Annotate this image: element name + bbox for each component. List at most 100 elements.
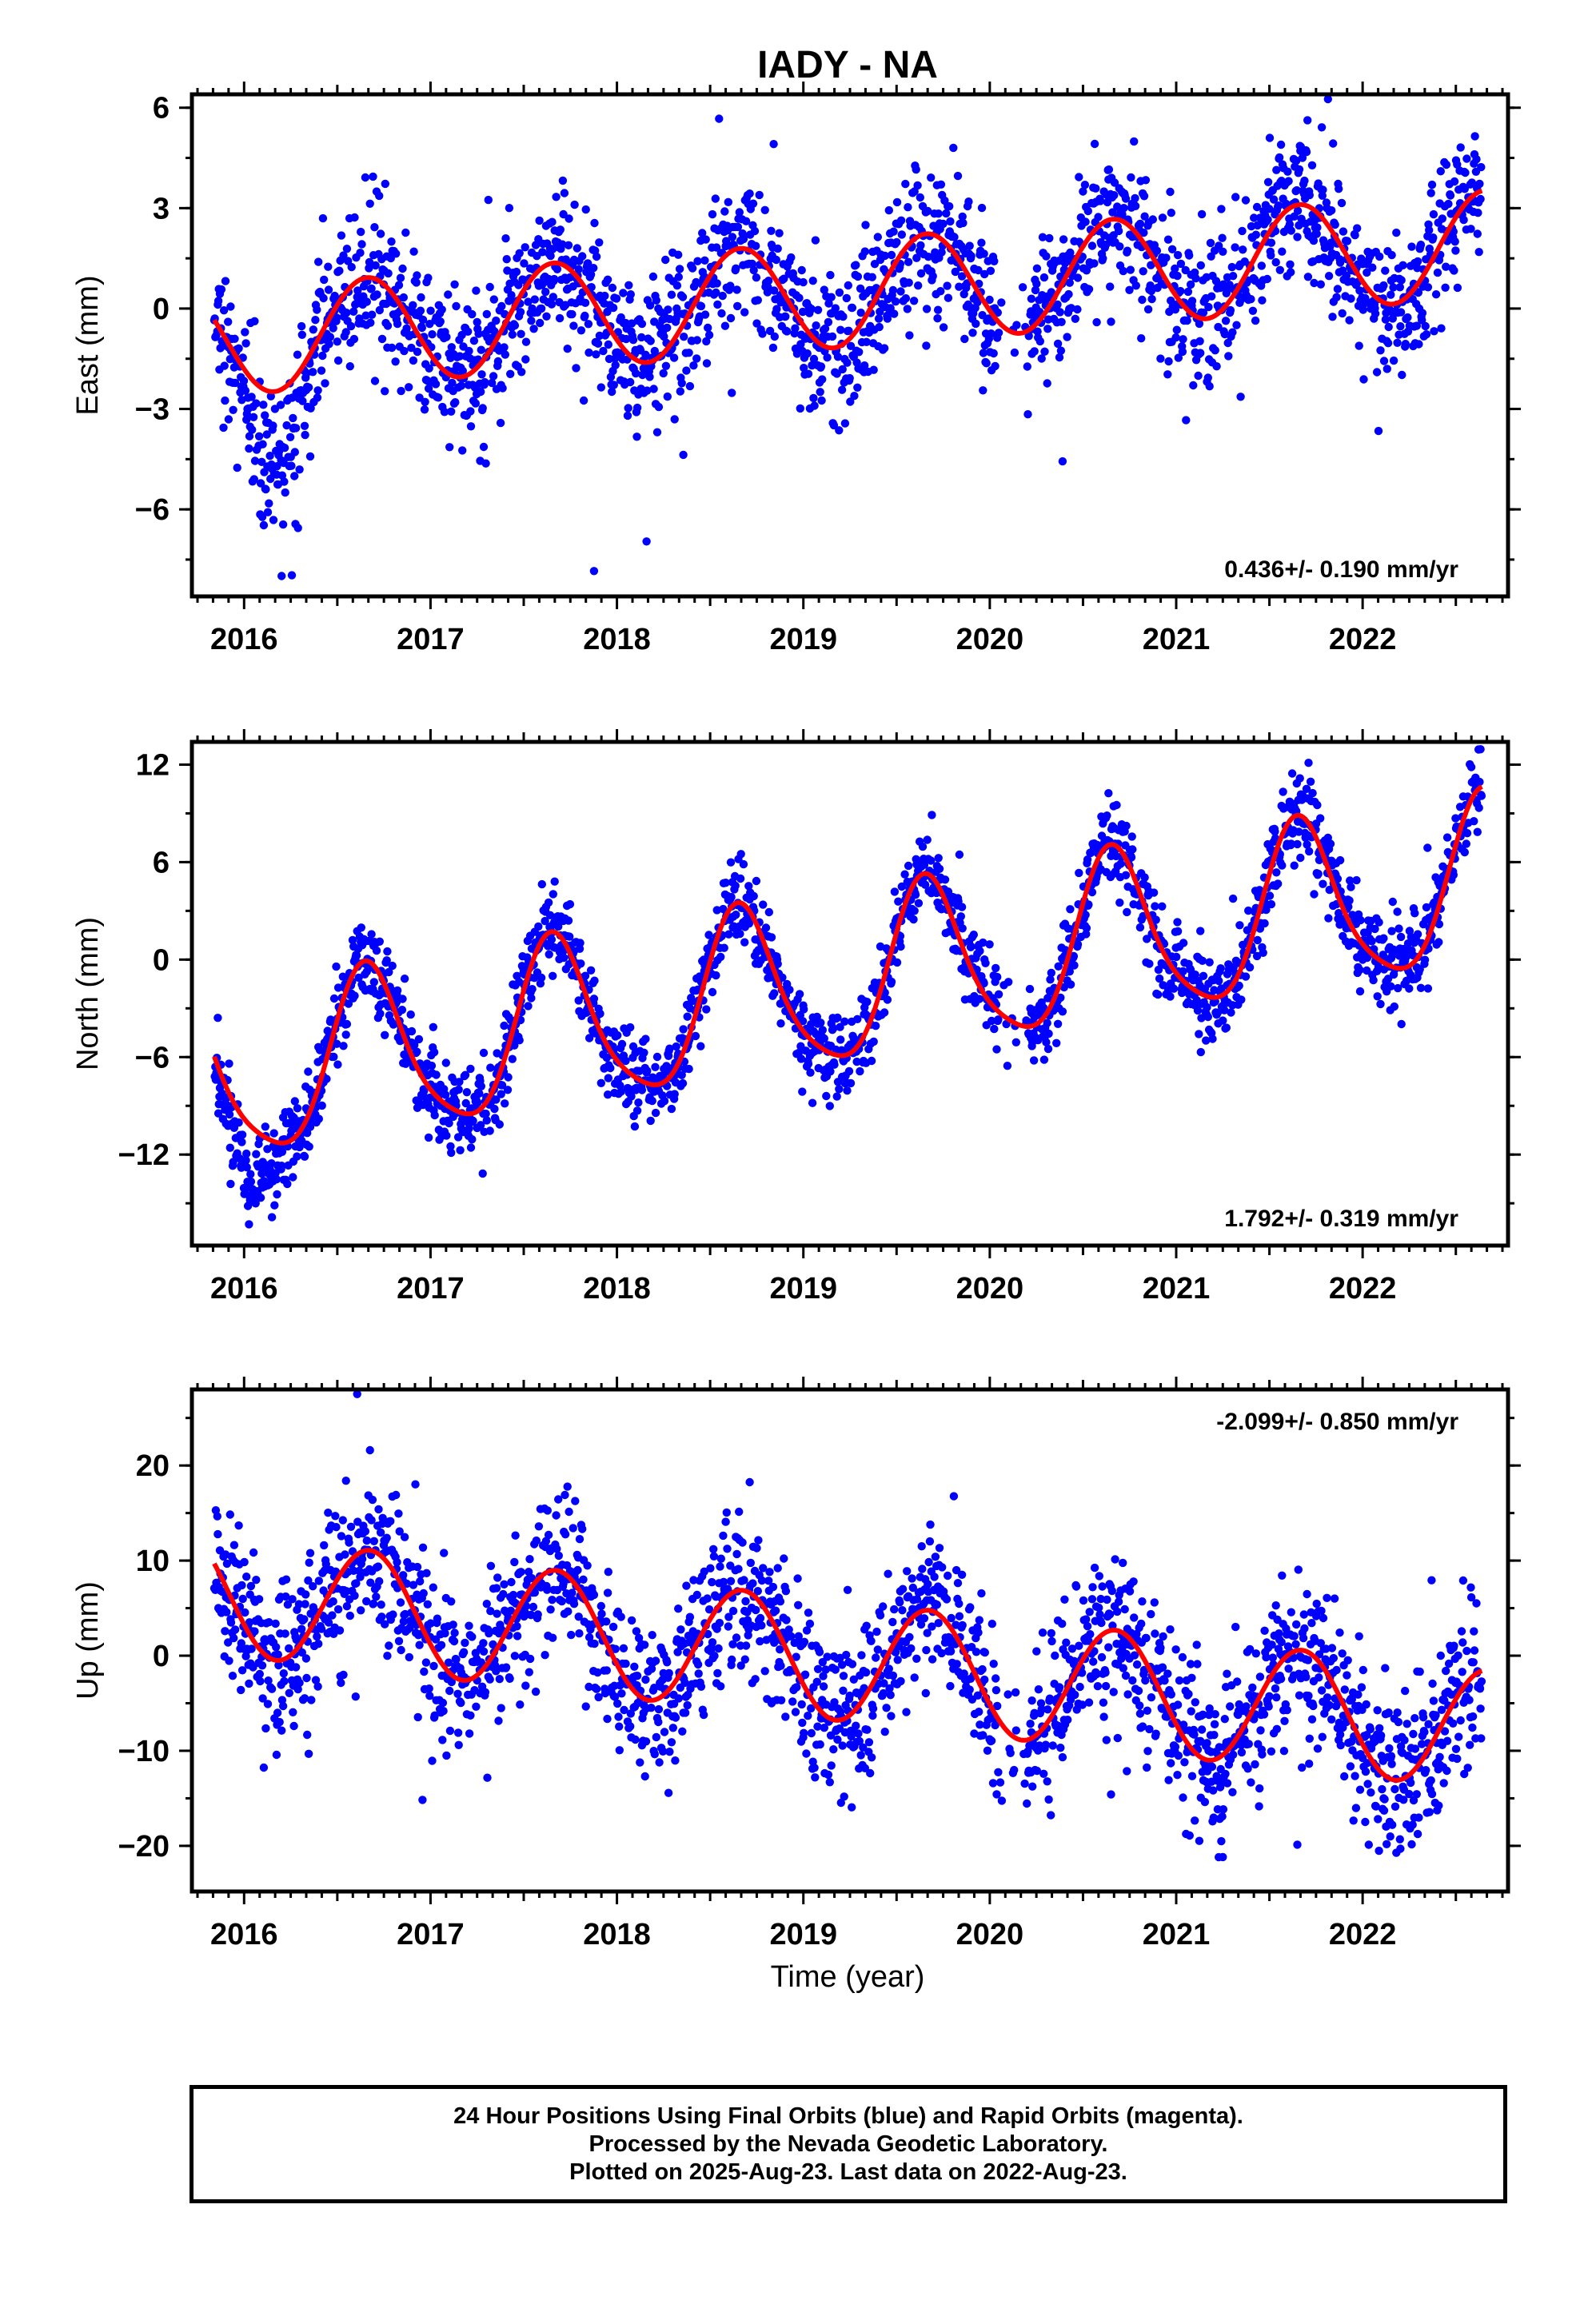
east-data-point — [798, 307, 808, 317]
east-data-point — [1247, 295, 1255, 304]
up-data-point — [303, 1730, 312, 1740]
north-data-point — [795, 990, 804, 999]
north-data-point — [670, 1090, 679, 1098]
north-data-point — [1195, 1030, 1203, 1038]
north-data-point — [1128, 845, 1137, 854]
north-data-point — [1442, 833, 1452, 842]
up-data-point — [510, 1652, 520, 1660]
east-data-point — [421, 397, 429, 406]
east-data-point — [844, 326, 853, 335]
east-data-point — [1286, 260, 1295, 269]
east-data-point — [1446, 191, 1455, 200]
up-data-point — [513, 1622, 521, 1631]
north-y-tick-label: −6 — [135, 1041, 170, 1074]
east-data-point — [767, 226, 776, 235]
up-data-point — [465, 1621, 473, 1630]
east-data-point — [269, 421, 277, 430]
east-data-point — [1081, 217, 1090, 226]
up-data-point — [341, 1477, 350, 1485]
north-data-point — [1405, 984, 1414, 993]
east-data-point — [823, 353, 832, 362]
north-data-point — [333, 1060, 342, 1069]
east-data-point — [1381, 315, 1390, 324]
east-data-point — [646, 337, 655, 345]
east-data-point — [481, 377, 489, 387]
east-data-point — [1092, 317, 1101, 327]
north-data-point — [759, 900, 768, 909]
north-data-point — [1390, 1002, 1399, 1011]
east-data-point — [674, 250, 683, 259]
east-data-point — [357, 240, 366, 249]
up-data-point — [222, 1608, 231, 1616]
east-data-point — [1075, 173, 1083, 181]
east-data-point — [1414, 288, 1423, 297]
east-data-point — [1459, 215, 1468, 225]
north-data-point — [398, 995, 407, 1003]
north-data-point — [1352, 875, 1361, 885]
east-data-point — [1073, 273, 1083, 282]
east-data-point — [289, 413, 297, 423]
east-data-point — [1203, 373, 1213, 382]
north-data-point — [441, 1058, 450, 1067]
up-data-point — [275, 1717, 284, 1727]
north-data-point — [388, 961, 397, 971]
up-data-point — [561, 1490, 569, 1500]
north-data-point — [237, 1130, 247, 1139]
east-data-point — [1328, 313, 1337, 321]
up-data-point — [257, 1661, 267, 1670]
north-data-point — [385, 967, 393, 977]
east-data-point — [934, 209, 943, 218]
north-data-point — [1367, 937, 1376, 946]
east-data-point — [524, 297, 533, 306]
north-data-point — [909, 915, 918, 924]
north-data-point — [641, 1034, 650, 1043]
east-x-tick-label: 2018 — [583, 623, 651, 656]
east-data-point — [611, 361, 620, 369]
east-data-point — [1423, 283, 1433, 292]
east-data-point — [365, 257, 374, 267]
east-data-point — [979, 349, 988, 357]
east-data-point — [1312, 229, 1321, 238]
up-data-point — [313, 1632, 321, 1641]
north-data-point — [1237, 995, 1246, 1004]
east-data-point — [1418, 309, 1427, 317]
east-data-point — [916, 269, 926, 278]
east-data-point — [1461, 168, 1470, 177]
north-data-point — [293, 1104, 302, 1113]
north-data-point — [678, 1078, 688, 1088]
north-data-point — [545, 950, 553, 959]
east-data-point — [890, 309, 899, 318]
east-data-point — [261, 484, 270, 494]
north-data-point — [830, 1060, 839, 1069]
east-data-point — [1372, 368, 1382, 377]
east-data-point — [896, 287, 905, 296]
north-data-point — [626, 1022, 635, 1032]
east-data-point — [807, 305, 816, 313]
east-data-point — [357, 227, 365, 237]
east-data-point — [341, 328, 350, 337]
east-data-point — [320, 275, 329, 285]
east-data-point — [548, 217, 557, 226]
east-data-point — [1158, 213, 1167, 222]
east-data-point — [1374, 426, 1383, 436]
north-data-point — [712, 971, 720, 980]
east-data-point — [1040, 347, 1049, 356]
east-data-point — [903, 305, 912, 313]
up-data-point — [333, 1604, 343, 1614]
east-data-point — [416, 306, 425, 315]
up-data-point — [254, 1595, 264, 1604]
east-data-point — [603, 307, 612, 317]
east-data-point — [1386, 290, 1395, 299]
up-data-point — [339, 1670, 348, 1680]
up-data-point — [394, 1636, 404, 1645]
east-data-point — [809, 354, 819, 364]
north-data-point — [1199, 971, 1208, 981]
east-data-point — [800, 364, 808, 373]
north-data-point — [1047, 968, 1056, 978]
east-data-point — [623, 411, 632, 421]
east-data-point — [1083, 206, 1093, 216]
north-data-point — [362, 967, 371, 976]
north-data-point — [1462, 829, 1472, 838]
east-data-point — [370, 377, 380, 385]
east-data-point — [608, 283, 617, 293]
